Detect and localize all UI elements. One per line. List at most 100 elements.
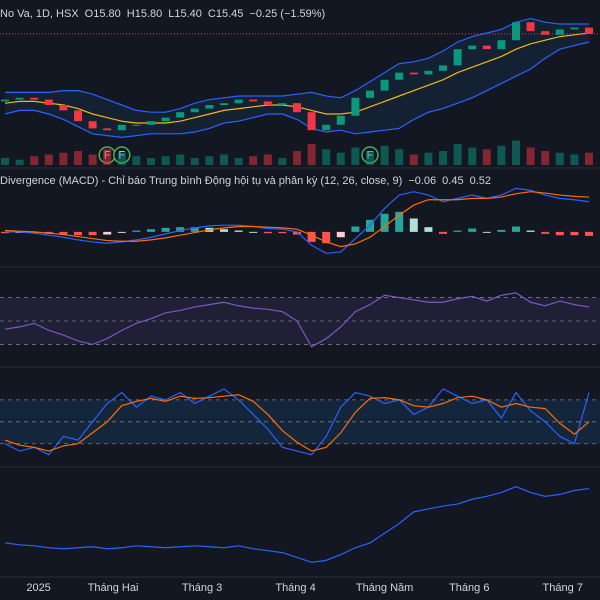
candle — [205, 105, 214, 109]
volume-bar — [409, 154, 418, 165]
header-text: C15.45 — [208, 8, 243, 20]
histogram-bar — [132, 230, 141, 232]
candle — [453, 49, 462, 66]
volume-bar — [88, 154, 97, 165]
histogram-bar — [439, 231, 447, 234]
bb-upper — [5, 17, 589, 113]
histogram-bar — [585, 231, 593, 236]
candle — [351, 97, 360, 116]
volume-bar — [190, 158, 199, 165]
volume-bar — [176, 154, 185, 165]
candle — [132, 124, 141, 126]
candle — [147, 121, 155, 125]
candle — [234, 99, 243, 104]
candle — [307, 112, 316, 131]
candle — [220, 103, 228, 105]
volume-bar — [278, 158, 287, 165]
histogram-bar — [190, 227, 199, 232]
histogram-bar — [263, 231, 272, 234]
volume-bar — [366, 151, 374, 165]
header-text: No Va, 1D, HSX — [0, 8, 79, 20]
header-text: 0.52 — [470, 175, 491, 187]
histogram-bar — [351, 226, 360, 232]
volume-bar — [1, 158, 9, 165]
candle — [30, 97, 39, 100]
candle — [161, 117, 170, 122]
indicator-line — [4, 394, 590, 452]
x-tick-label: Tháng 4 — [275, 582, 315, 594]
volume-bar — [555, 152, 564, 165]
histogram-bar — [468, 228, 477, 232]
histogram-bar — [409, 218, 418, 232]
candle — [468, 45, 477, 50]
volume-bar — [380, 145, 389, 165]
macd-line — [5, 187, 590, 254]
histogram-bar — [555, 231, 564, 236]
histogram-bar — [497, 229, 506, 232]
histogram-bar — [380, 213, 389, 232]
candle — [117, 124, 126, 131]
histogram-bar — [103, 231, 112, 235]
candle — [103, 128, 112, 131]
candle — [482, 45, 491, 50]
candle — [88, 121, 97, 129]
volume-bar — [336, 152, 345, 165]
candle — [74, 110, 82, 122]
candle — [176, 112, 185, 118]
histogram-bar — [74, 231, 82, 236]
x-tick-label: Tháng Hai — [88, 582, 139, 594]
histogram-bar — [1, 231, 9, 234]
candle — [44, 99, 53, 105]
candle — [555, 29, 564, 35]
candle — [263, 101, 272, 105]
histogram-bar — [147, 229, 155, 232]
candle — [439, 65, 447, 71]
volume-bar — [132, 156, 141, 165]
candle — [395, 72, 404, 80]
x-tick-label: Tháng Năm — [356, 582, 413, 594]
candle — [424, 70, 433, 75]
candle — [249, 99, 258, 102]
candle — [570, 27, 579, 30]
histogram-bar — [278, 231, 287, 234]
volume-bar — [424, 152, 433, 165]
histogram-bar — [424, 227, 433, 232]
candle — [409, 72, 418, 75]
candle — [322, 124, 331, 131]
histogram-bar — [336, 231, 345, 238]
x-tick-label: Tháng 6 — [449, 582, 489, 594]
histogram-bar — [117, 231, 126, 233]
band-fill — [5, 18, 589, 138]
candle — [512, 22, 520, 41]
indicator-line — [4, 388, 590, 456]
volume-bar — [234, 158, 243, 165]
candle — [293, 103, 301, 113]
histogram-bar — [307, 231, 316, 242]
header-text: −0.06 — [408, 175, 436, 187]
x-tick-label: 2025 — [26, 582, 50, 594]
histogram-bar — [541, 231, 550, 234]
candle — [541, 31, 550, 35]
volume-bar — [512, 140, 520, 165]
indicator-line — [4, 292, 590, 348]
volume-bar — [322, 149, 331, 165]
volume-bar — [395, 149, 404, 165]
histogram-bar — [322, 231, 331, 244]
volume-bar — [30, 156, 39, 165]
header-bg — [0, 6, 330, 22]
candle — [278, 103, 287, 105]
candle — [1, 99, 9, 102]
candle — [59, 105, 68, 111]
volume-bar — [453, 144, 462, 165]
header-text: Divergence (MACD) - Chỉ báo Trung bình Đ… — [0, 175, 402, 187]
header-text: −0.25 (−1.59%) — [249, 8, 325, 20]
candle — [526, 22, 535, 32]
candle — [15, 97, 24, 100]
volume-bar — [482, 149, 491, 165]
candle — [380, 79, 389, 91]
histogram-bar — [482, 231, 491, 233]
histogram-bar — [293, 231, 301, 235]
volume-bar — [44, 154, 53, 165]
histogram-bar — [249, 231, 258, 233]
